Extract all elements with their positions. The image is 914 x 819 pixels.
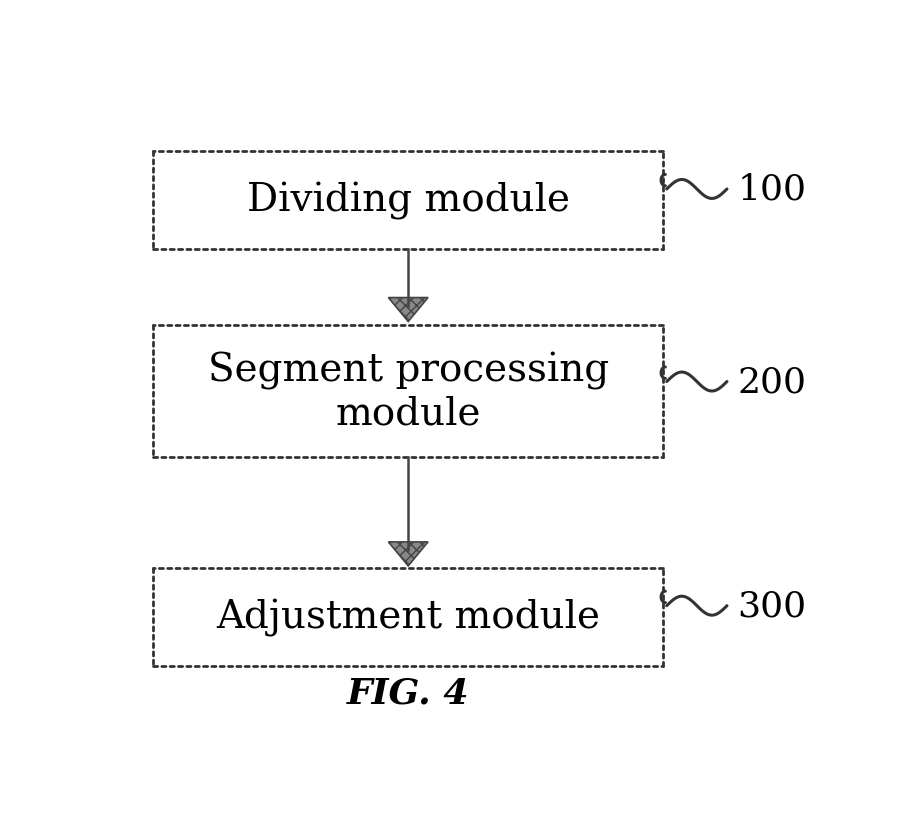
Polygon shape [388, 298, 428, 322]
Polygon shape [388, 542, 428, 566]
Bar [154, 325, 664, 458]
Text: 100: 100 [738, 173, 806, 206]
Text: 200: 200 [738, 365, 806, 399]
Text: Dividing module: Dividing module [247, 182, 569, 219]
Bar [154, 152, 664, 250]
Text: Adjustment module: Adjustment module [217, 598, 600, 636]
Bar [154, 568, 664, 666]
Text: 300: 300 [738, 589, 807, 623]
Text: FIG. 4: FIG. 4 [347, 676, 470, 710]
Text: Segment processing
module: Segment processing module [207, 351, 609, 432]
